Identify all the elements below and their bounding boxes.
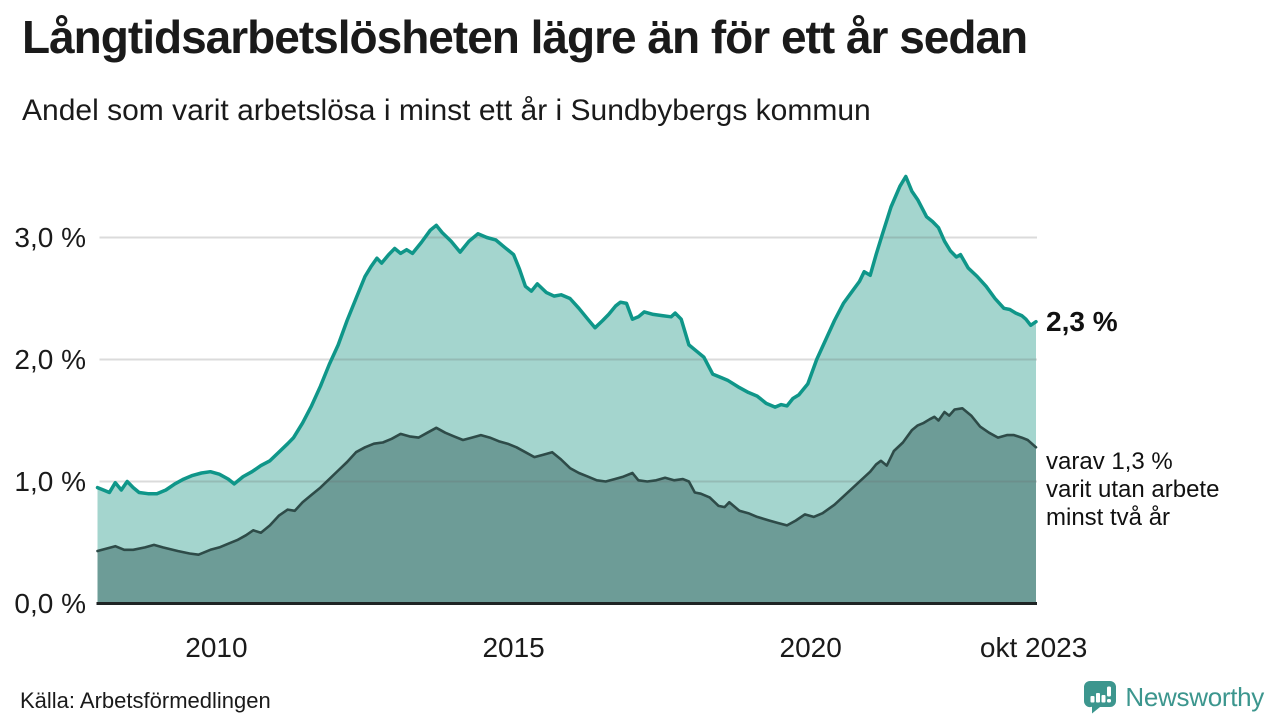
series2-annotation-line2: varit utan arbete — [1046, 476, 1220, 504]
newsworthy-wordmark: Newsworthy — [1125, 681, 1264, 712]
y-axis-tick-0: 0,0 % — [14, 587, 86, 619]
page-title: Långtidsarbetslösheten lägre än för ett … — [22, 11, 1028, 63]
source-credit: Källa: Arbetsförmedlingen — [20, 688, 271, 713]
series2-annotation: varav 1,3 % varit utan arbete minst två … — [1046, 448, 1219, 532]
x-axis-tick-2020: 2020 — [779, 632, 842, 663]
newsworthy-logo-icon — [1084, 681, 1117, 714]
y-axis-tick-2: 2,0 % — [14, 343, 86, 375]
x-axis-tick-2015: 2015 — [482, 632, 545, 663]
end-value-label: 2,3 % — [1046, 305, 1118, 337]
series2-annotation-line3: minst två år — [1046, 504, 1171, 532]
y-axis-tick-1: 1,0 % — [14, 465, 86, 497]
y-axis-tick-3: 3,0 % — [14, 221, 86, 253]
x-axis-tick-2010: 2010 — [185, 632, 248, 663]
newsworthy-logo: Newsworthy — [1083, 680, 1264, 714]
page-subtitle: Andel som varit arbetslösa i minst ett å… — [22, 94, 871, 127]
series2-annotation-line1: varav 1,3 % — [1046, 448, 1173, 476]
x-axis-tick-okt-2023: okt 2023 — [979, 632, 1088, 663]
